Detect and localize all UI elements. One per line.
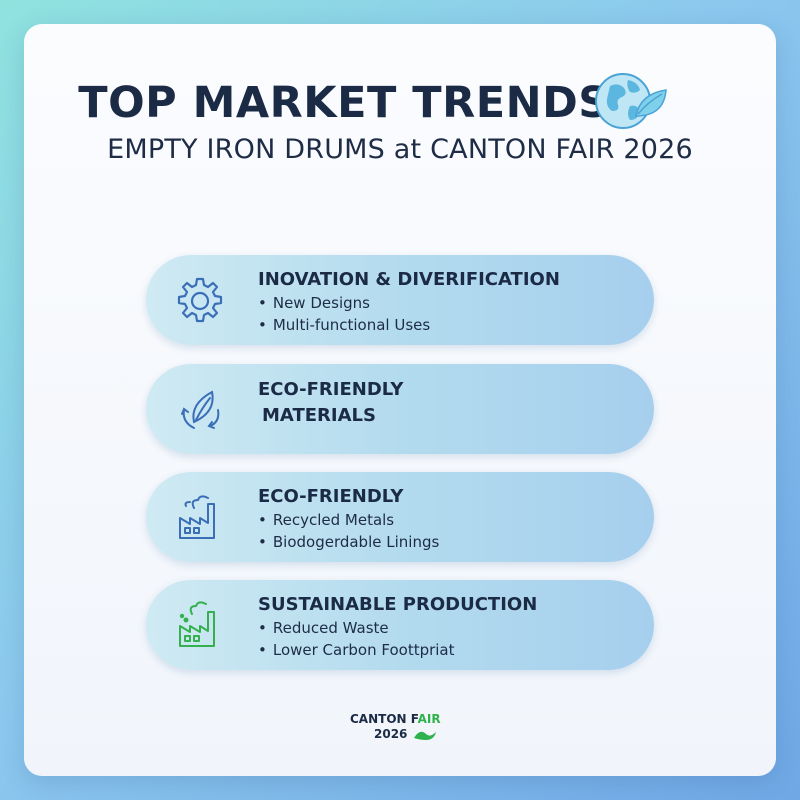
trend-heading: SUSTAINABLE PRODUCTION [258,594,538,615]
logo-year: 2026 [374,727,408,741]
trend-bullet: Biodogerdable Linings [258,531,634,553]
trend-heading-line2: MATERIALS [262,405,376,426]
trend-card-sustainable-production: SUSTAINABLE PRODUCTION Reduced Waste Low… [146,580,654,670]
trend-bullet: New Designs [258,292,634,314]
green-factory-icon [179,601,215,647]
canton-fair-logo: CANTON FAIR 2026 [350,712,450,742]
dragon-icon [413,731,436,740]
trend-card-eco-materials: ECO-FRIENDLY MATERIALS [146,364,654,454]
trend-bullet: Reduced Waste [258,617,634,639]
globe-leaf-icon [595,73,667,129]
trend-bullet: Lower Carbon Foottpriat [258,639,634,661]
trend-card-innovation: INOVATION & DIVERIFICATION New Designs M… [146,255,654,345]
trend-heading: ECO-FRIENDLY [258,486,404,507]
trend-heading: INOVATION & DIVERIFICATION [258,269,560,290]
trend-card-eco-friendly: ECO-FRIENDLY Recycled Metals Biodogerdab… [146,472,654,562]
logo-text-main: CANTON F [350,712,418,726]
trend-heading-line1: ECO-FRIENDLY [258,379,404,400]
recycle-leaf-icon [181,390,220,429]
logo-text-accent: AIR [417,712,441,726]
factory-icon [179,495,215,539]
gear-icon [177,277,223,323]
trend-bullet: Multi-functional Uses [258,314,634,336]
page-subtitle: EMPTY IRON DRUMS at CANTON FAIR 2026 [107,134,693,165]
trend-bullet: Recycled Metals [258,509,634,531]
page-title: TOP MARKET TRENDS [78,78,610,128]
